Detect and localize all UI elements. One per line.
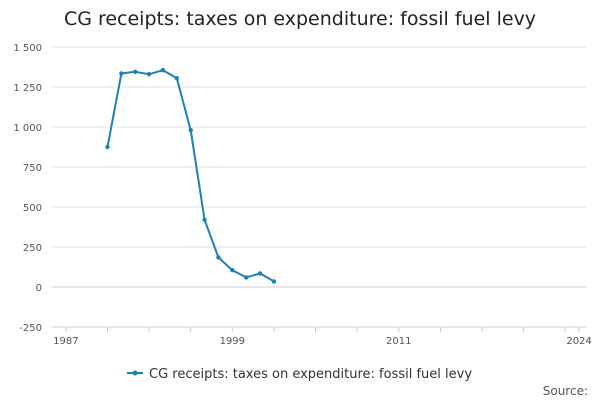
x-tick-label: 1987 <box>53 336 78 347</box>
data-point[interactable] <box>146 72 152 77</box>
data-point[interactable] <box>119 71 124 76</box>
legend-label[interactable]: CG receipts: taxes on expenditure: fossi… <box>149 367 472 382</box>
x-tick-label: 2024 <box>566 336 591 347</box>
data-point[interactable] <box>216 255 221 260</box>
legend[interactable]: CG receipts: taxes on expenditure: fossi… <box>127 367 472 382</box>
data-point[interactable] <box>188 128 193 133</box>
y-tick-label: 1 000 <box>13 123 42 134</box>
legend-point-marker <box>132 370 138 376</box>
data-point[interactable] <box>160 68 166 73</box>
y-tick-label: 750 <box>23 163 42 174</box>
y-tick-label: 1 500 <box>13 43 42 54</box>
data-point[interactable] <box>257 271 263 276</box>
y-tick-label: 250 <box>23 243 42 254</box>
x-tick-label: 2011 <box>386 336 411 347</box>
series-line <box>106 69 275 283</box>
y-tick-label: 0 <box>36 283 42 294</box>
data-point[interactable] <box>230 268 235 273</box>
y-tick-label: 500 <box>23 203 42 214</box>
y-tick-label: 1 250 <box>13 83 42 94</box>
data-point[interactable] <box>133 69 138 75</box>
data-point[interactable] <box>174 76 180 81</box>
data-point[interactable] <box>105 144 110 150</box>
y-axis: -250 0 250 500 750 1 000 1 250 1 500 <box>13 43 42 334</box>
x-tick-label: 1999 <box>220 336 245 347</box>
y-tick-label: -250 <box>19 323 42 334</box>
source-label: Source: <box>543 384 588 398</box>
chart-title: CG receipts: taxes on expenditure: fossi… <box>63 8 537 30</box>
x-axis: 1987 1999 2011 2024 <box>52 326 592 347</box>
data-point[interactable] <box>243 275 249 280</box>
grid-layer <box>52 46 586 328</box>
data-point[interactable] <box>202 217 207 222</box>
data-point[interactable] <box>271 279 277 284</box>
series-layer <box>105 68 277 284</box>
